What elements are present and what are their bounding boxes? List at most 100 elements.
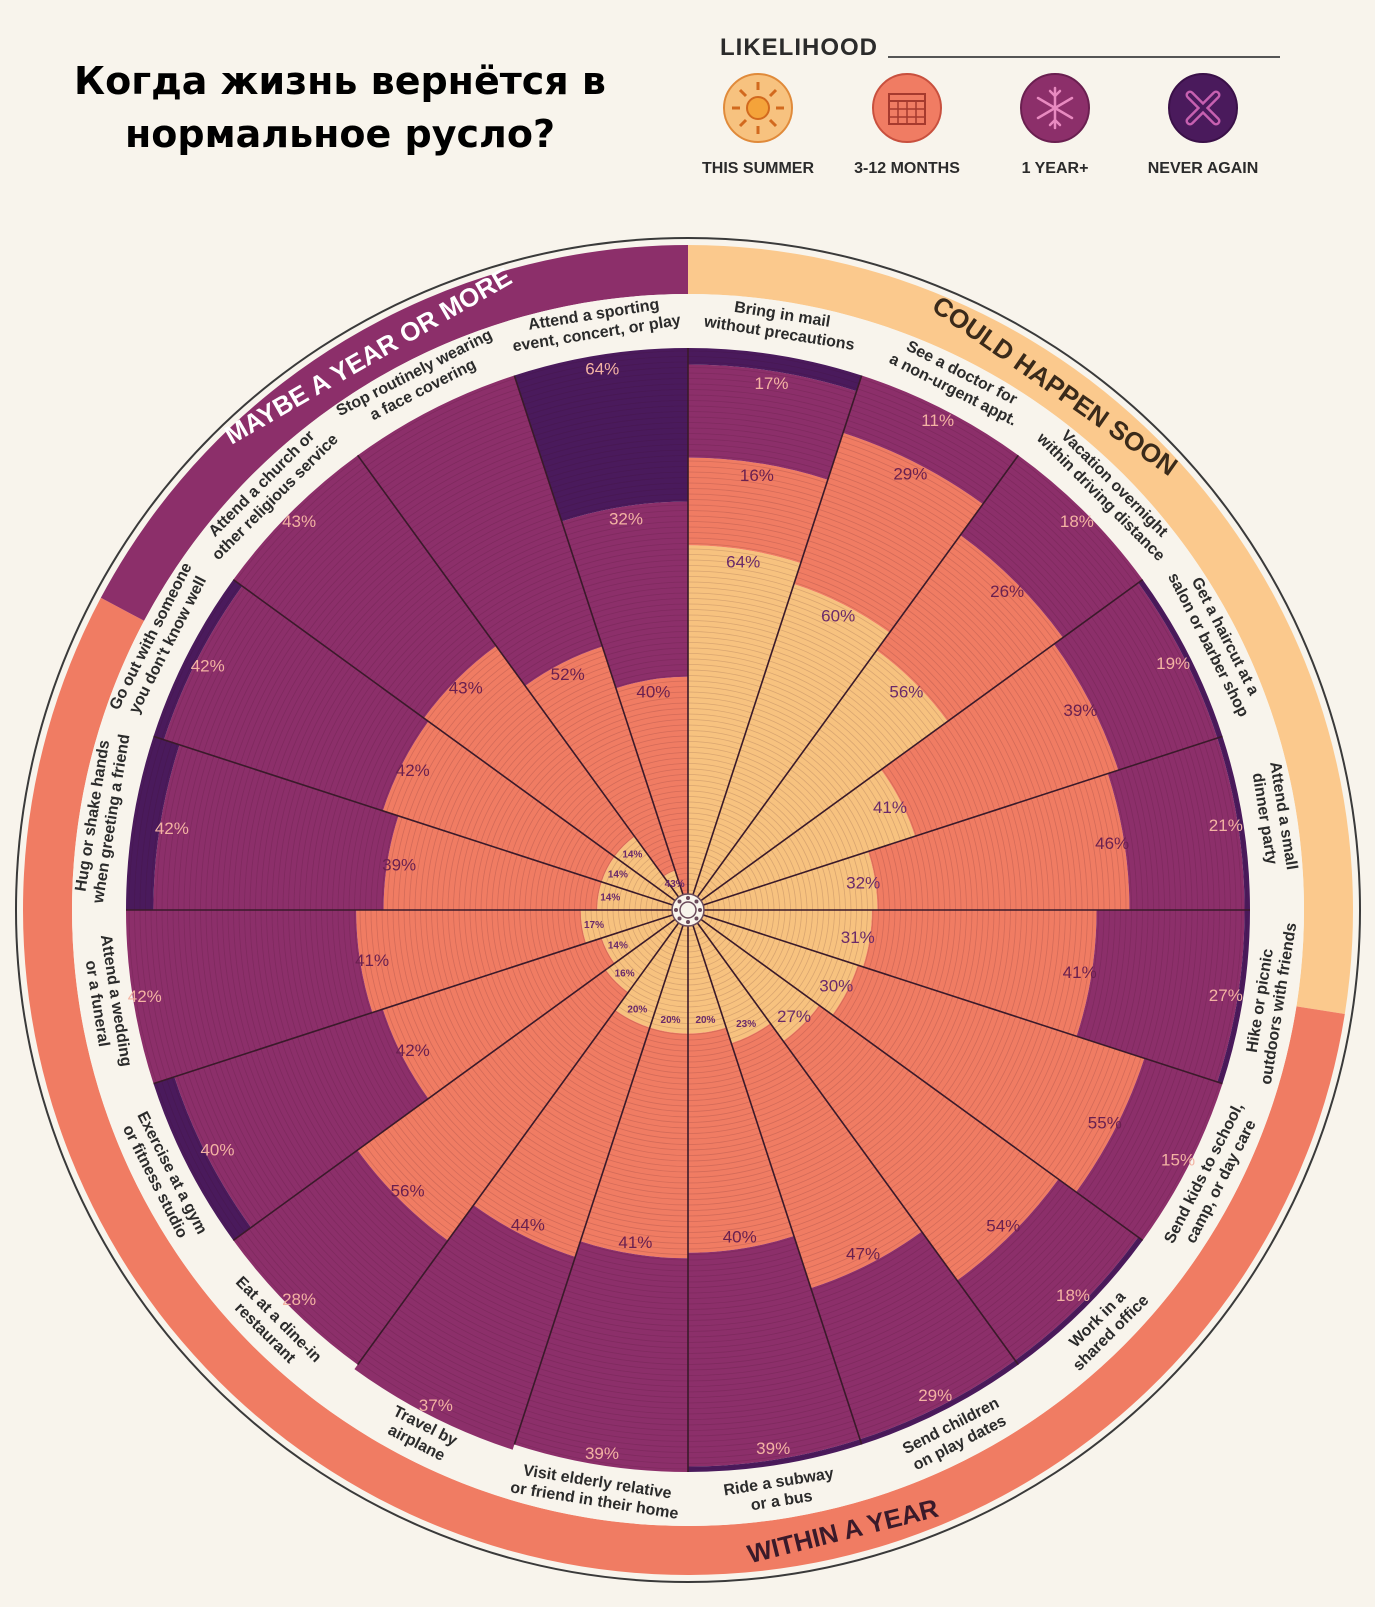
legend-label: NEVER AGAIN	[1147, 160, 1259, 177]
legend-label: 3-12 MONTHS	[854, 160, 960, 177]
bar-segment	[649, 923, 688, 1034]
bar-segment	[688, 923, 727, 1034]
value-label: 20%	[661, 1015, 681, 1026]
bar-segment	[688, 1027, 794, 1253]
value-label: 18%	[1060, 512, 1094, 531]
value-label: 26%	[990, 582, 1024, 601]
bar-segment	[688, 348, 862, 392]
spoke	[687, 909, 863, 1445]
calendar-icon	[872, 73, 942, 143]
legend-label: 1 YEAR+	[1021, 160, 1089, 177]
legend-title: LIKELIHOOD	[720, 34, 878, 61]
value-label: 27%	[777, 1007, 811, 1026]
bar-segment	[1217, 736, 1250, 910]
value-label: 27%	[1209, 986, 1243, 1005]
bar-segment	[696, 918, 820, 1042]
value-label: 41%	[618, 1233, 652, 1252]
bar-segment	[382, 938, 615, 1099]
bar-segment	[614, 836, 680, 902]
bar-segment	[876, 535, 1063, 722]
bar-segment	[356, 910, 587, 1013]
value-label: 40%	[723, 1228, 757, 1247]
spoke	[687, 375, 863, 911]
value-label: 56%	[391, 1181, 425, 1200]
value-label: 32%	[609, 509, 643, 528]
bar-segment	[605, 918, 680, 993]
value-label: 42%	[396, 761, 430, 780]
value-label: 42%	[128, 987, 162, 1006]
bar-segment	[357, 969, 629, 1241]
bar-segment	[601, 856, 677, 906]
value-label: 29%	[918, 1386, 952, 1405]
bar-segment	[731, 1023, 922, 1289]
spoke	[687, 579, 1144, 911]
value-label: 20%	[627, 1004, 647, 1015]
value-label: 32%	[846, 873, 880, 892]
value-label: 52%	[551, 665, 585, 684]
bar-segment	[1076, 1058, 1223, 1241]
value-label: 41%	[1063, 963, 1097, 982]
value-label: 39%	[585, 1444, 619, 1463]
value-label: 17%	[584, 920, 604, 931]
value-label: 41%	[873, 798, 907, 817]
legend-item-3-12-months: 3-12 MONTHS	[832, 72, 982, 178]
value-label: 23%	[736, 1019, 756, 1030]
bar-segment	[843, 375, 1019, 505]
bar-segment	[153, 579, 243, 740]
value-label: 39%	[1063, 701, 1097, 720]
spoke	[232, 909, 689, 1241]
bar-segment	[233, 455, 497, 719]
value-label: 46%	[1095, 834, 1129, 853]
value-label: 64%	[585, 360, 619, 379]
value-label: 21%	[1209, 816, 1243, 835]
value-label: 14%	[608, 869, 628, 880]
value-label: 28%	[282, 1290, 316, 1309]
value-label: 56%	[889, 683, 923, 702]
bar-segment	[382, 721, 615, 882]
value-label: 43%	[449, 679, 483, 698]
bar-segment	[383, 815, 602, 910]
bar-segment	[1217, 910, 1250, 1084]
x-icon	[1168, 73, 1238, 143]
spoke	[687, 454, 1019, 911]
bar-segment	[688, 1439, 862, 1472]
bar-segment	[701, 851, 878, 910]
chart-title: Когда жизнь вернётся в нормальное русло?	[74, 59, 606, 157]
value-label: 64%	[726, 553, 760, 572]
bar-segment	[514, 348, 688, 522]
bar-segment	[688, 1236, 860, 1467]
spoke	[513, 909, 689, 1445]
value-label: 39%	[756, 1439, 790, 1458]
spoke	[232, 579, 689, 911]
value-label: 55%	[1088, 1113, 1122, 1132]
bar-segment	[615, 921, 684, 1028]
bar-segment	[688, 457, 828, 564]
legend-divider	[888, 56, 1280, 58]
bar-segment	[357, 375, 603, 686]
value-label: 20%	[695, 1015, 715, 1026]
spoke	[687, 909, 1144, 1241]
bar-segment	[561, 501, 688, 689]
legend: LIKELIHOOD THIS SUMMER 3-12 MONTHS	[700, 30, 1300, 190]
spokes	[126, 348, 1250, 1472]
bar-segment	[580, 1027, 688, 1259]
bar-segment	[354, 1205, 576, 1450]
bar-segment	[696, 650, 948, 902]
value-label: 30%	[819, 977, 853, 996]
bar-segment	[692, 583, 890, 899]
bar-segment	[699, 914, 858, 1015]
value-label: 39%	[382, 855, 416, 874]
value-label: 60%	[821, 606, 855, 625]
bar-segment	[881, 644, 1119, 837]
legend-item-never-again: NEVER AGAIN	[1128, 72, 1278, 178]
value-label: 42%	[191, 656, 225, 675]
bar-segment	[233, 1150, 448, 1365]
bar-segment	[580, 910, 675, 944]
bar-segment	[514, 1241, 688, 1472]
bar-segment	[126, 910, 373, 1084]
legend-label: THIS SUMMER	[702, 160, 814, 177]
bar-segment	[688, 364, 857, 480]
bar-segment	[601, 914, 677, 964]
value-label: 31%	[841, 928, 875, 947]
value-label: 15%	[1161, 1151, 1195, 1170]
